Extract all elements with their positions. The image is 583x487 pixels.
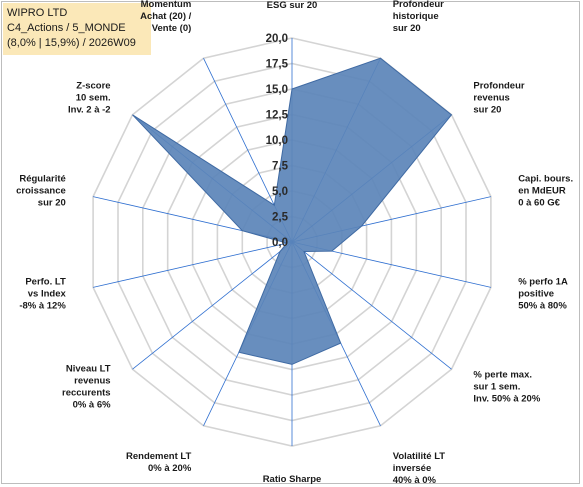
axis-label: % perfo 1A positive 50% à 80%: [518, 277, 568, 312]
category-label: C4_Actions / 5_MONDE: [7, 22, 126, 34]
axis-label-line: positive: [518, 289, 554, 300]
axis-label: Profondeur historique sur 20: [393, 0, 444, 34]
axis-label-line: Capi. bours.: [518, 173, 573, 184]
axis-label-line: 0% à 6%: [73, 400, 112, 411]
axis-label-line: Profondeur: [393, 0, 444, 10]
axis-label-line: sur 20: [393, 23, 421, 34]
axis-label-line: Z-score: [76, 80, 110, 91]
tick-label: 12,5: [266, 110, 289, 122]
axis-label: Z-score 10 sem. Inv. 2 à -2: [68, 80, 111, 115]
info-box: WIPRO LTD C4_Actions / 5_MONDE (8,0% | 1…: [3, 3, 151, 55]
axis-label-line: Inv. 50% à 20%: [473, 394, 540, 405]
axis-label-line: -8% à 12%: [19, 301, 66, 312]
axis-label-line: sur 1 sem.: [473, 382, 520, 393]
axis-label-line: % perfo 1A: [518, 277, 568, 288]
axis-label: % perte max. sur 1 sem. Inv. 50% à 20%: [473, 370, 540, 405]
axis-label-line: Rendement LT: [126, 451, 191, 462]
axis-label-line: Inv. 2 à -2: [68, 104, 111, 115]
axis-label: Momentum Achat (20) / Vente (0): [140, 0, 192, 34]
axis-label-line: Niveau LT: [66, 364, 111, 375]
axis-label-line: Vente (0): [152, 23, 192, 34]
axis-label-line: revenus: [473, 92, 509, 103]
axis-label: Profondeur revenus sur 20: [473, 80, 524, 115]
data-area: [132, 57, 453, 365]
axis-label-line: % perte max.: [473, 370, 532, 381]
axis-label-line: sur 20: [473, 104, 501, 115]
axis-label-line: croissance: [16, 185, 66, 196]
axis-label: Capi. bours. en MdEUR 0 à 60 G€: [518, 173, 573, 208]
axis-label-line: reccurents: [62, 388, 111, 399]
tick-label: 15,0: [266, 84, 288, 96]
axis-label-line: 0 à 60 G€: [518, 197, 560, 208]
axis-label-line: en MdEUR: [518, 185, 566, 196]
axis-label: Niveau LT revenus reccurents 0% à 6%: [62, 364, 111, 411]
tick-label: 17,5: [266, 59, 289, 71]
axis-label-line: Ratio Sharpe: [263, 474, 322, 485]
tick-label: 7,5: [272, 161, 289, 173]
axis-spoke: [93, 241, 293, 288]
tick-label: 10,0: [266, 135, 288, 147]
axis-label: Rendement LT 0% à 20%: [126, 451, 192, 474]
axis-label-line: 0% à 20%: [148, 463, 192, 474]
stats-label: (8,0% | 15,9%) / 2026W09: [7, 37, 136, 49]
axis-label-line: Perfo. LT: [25, 277, 66, 288]
axis-label: NoteESG sur 20: [267, 0, 318, 11]
axis-label: Volatilité LT inversée 40% à 0%: [393, 451, 446, 486]
axis-label: Ratio Sharpe0 à 1: [263, 474, 322, 487]
axis-label: Régularité croissance sur 20: [16, 173, 66, 208]
axis-spoke: [291, 241, 452, 370]
axis-label-line: Momentum: [141, 0, 192, 10]
tick-label: 5,0: [272, 186, 288, 198]
tick-label: 2,5: [272, 212, 289, 224]
axis-label-line: Régularité: [19, 173, 65, 184]
axis-label-line: 50% à 80%: [518, 301, 567, 312]
company-name: WIPRO LTD: [7, 7, 68, 19]
axis-label-line: historique: [393, 11, 439, 22]
axis-label-line: sur 20: [38, 197, 66, 208]
axis-label-line: vs Index: [28, 289, 67, 300]
axis-label-line: Volatilité LT: [393, 451, 446, 462]
axis-label-line: 40% à 0%: [393, 475, 437, 486]
axis-label-line: ESG sur 20: [267, 0, 318, 11]
axis-label-line: revenus: [74, 376, 110, 387]
axis-label-line: Profondeur: [473, 80, 524, 91]
axis-label: Perfo. LT vs Index -8% à 12%: [19, 277, 66, 312]
axis-spoke: [132, 241, 293, 370]
axis-label-line: inversée: [393, 463, 432, 474]
axis-label-line: Achat (20) /: [140, 11, 192, 22]
axis-label-line: 10 sem.: [76, 92, 111, 103]
tick-label: 20,0: [266, 33, 288, 45]
tick-label: 0,0: [272, 237, 288, 249]
